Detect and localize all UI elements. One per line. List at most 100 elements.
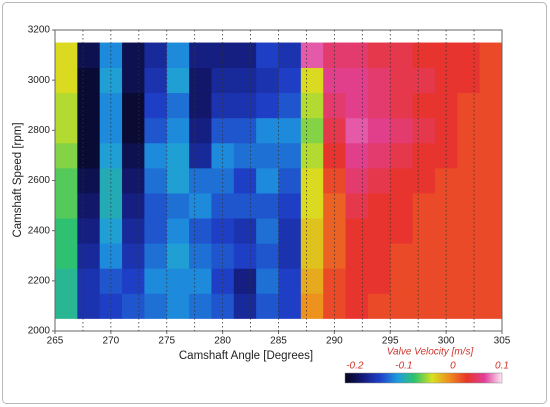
heat-cell xyxy=(144,142,168,169)
heat-cell xyxy=(412,92,436,119)
heat-cell xyxy=(367,293,391,319)
heat-cell xyxy=(122,92,145,119)
heat-cell xyxy=(278,67,302,94)
heat-cell xyxy=(300,218,324,244)
heat-cell xyxy=(434,67,458,94)
heat-cell xyxy=(166,193,190,219)
heat-cell xyxy=(412,117,436,144)
heat-cell xyxy=(412,218,436,244)
heat-cell xyxy=(345,117,369,144)
heat-cell xyxy=(189,92,212,119)
heat-cell xyxy=(77,218,101,244)
heat-cell xyxy=(189,142,212,169)
heat-cell xyxy=(434,167,458,194)
heat-cell xyxy=(390,243,413,269)
heat-cell xyxy=(144,268,168,294)
heat-cell xyxy=(55,167,78,194)
heat-cell xyxy=(122,117,145,144)
heat-cell xyxy=(256,293,279,319)
heat-cell xyxy=(122,42,145,69)
heat-cell xyxy=(55,293,78,319)
heat-cell xyxy=(390,167,413,194)
heat-cell xyxy=(55,268,78,294)
heat-cell xyxy=(390,142,413,169)
heat-cell xyxy=(233,142,257,169)
heat-cell xyxy=(99,92,123,119)
heat-cell xyxy=(323,193,346,219)
heat-cell xyxy=(233,92,257,119)
heat-cell xyxy=(278,293,302,319)
heat-cell xyxy=(211,243,235,269)
heat-cell xyxy=(256,117,279,144)
heat-cell xyxy=(390,67,413,94)
heat-cell xyxy=(233,243,257,269)
heat-cell xyxy=(122,142,145,169)
heat-cell xyxy=(189,167,212,194)
heat-cell xyxy=(390,42,413,69)
heat-cell xyxy=(233,218,257,244)
heat-cell xyxy=(278,218,302,244)
heat-cell xyxy=(300,142,324,169)
heat-cell xyxy=(256,243,279,269)
heat-cell xyxy=(345,218,369,244)
heat-cell xyxy=(189,293,212,319)
heat-cell xyxy=(278,42,302,69)
heat-cell xyxy=(390,193,413,219)
heat-cell xyxy=(390,268,413,294)
heat-cell xyxy=(479,293,503,319)
heat-cell xyxy=(479,193,503,219)
heat-cell xyxy=(345,42,369,69)
heat-cell xyxy=(233,193,257,219)
heat-cell xyxy=(55,142,78,169)
heat-cell xyxy=(479,42,503,69)
heat-cell xyxy=(166,92,190,119)
heat-cell xyxy=(345,293,369,319)
heat-cell xyxy=(233,268,257,294)
heat-cell xyxy=(256,142,279,169)
heat-cell xyxy=(367,42,391,69)
heat-cell xyxy=(479,243,503,269)
heat-cell xyxy=(166,293,190,319)
heat-cell xyxy=(122,268,145,294)
heat-cell xyxy=(345,193,369,219)
x-tick-label: 305 xyxy=(494,336,511,347)
heat-cell xyxy=(166,67,190,94)
heat-cell xyxy=(367,268,391,294)
heat-cell xyxy=(300,42,324,69)
heat-cell xyxy=(300,117,324,144)
y-axis-title: Camshaft Speed [rpm] xyxy=(12,122,24,237)
x-tick-label: 285 xyxy=(270,336,287,347)
heat-cell xyxy=(77,142,101,169)
heat-cell xyxy=(55,218,78,244)
heat-cell xyxy=(457,92,481,119)
heat-cell xyxy=(300,167,324,194)
y-tick-label: 2600 xyxy=(28,175,51,186)
heat-cell xyxy=(323,167,346,194)
heat-cell xyxy=(457,67,481,94)
heat-cell xyxy=(122,193,145,219)
heat-cell xyxy=(323,243,346,269)
x-tick-label: 265 xyxy=(47,336,64,347)
heat-cell xyxy=(189,218,212,244)
heat-cell xyxy=(144,293,168,319)
heat-cell xyxy=(300,268,324,294)
heat-cell xyxy=(144,117,168,144)
x-tick-label: 300 xyxy=(438,336,455,347)
y-tick-label: 3200 xyxy=(28,25,51,36)
heat-cell xyxy=(345,167,369,194)
heat-cell xyxy=(122,293,145,319)
heat-cell xyxy=(457,167,481,194)
heat-cell xyxy=(412,67,436,94)
heat-cell xyxy=(278,117,302,144)
heat-cell xyxy=(367,142,391,169)
colorbar xyxy=(344,372,503,384)
heat-cell xyxy=(144,167,168,194)
heat-cell xyxy=(233,293,257,319)
heat-cell xyxy=(412,142,436,169)
heat-cell xyxy=(412,193,436,219)
heat-cell xyxy=(77,67,101,94)
heat-cell xyxy=(77,268,101,294)
heat-cell xyxy=(55,243,78,269)
x-tick-label: 270 xyxy=(103,336,120,347)
